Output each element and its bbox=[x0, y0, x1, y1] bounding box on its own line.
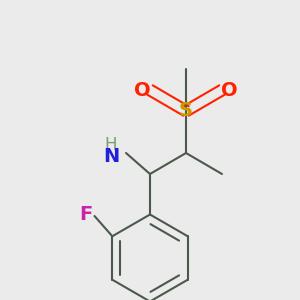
Text: F: F bbox=[79, 205, 92, 224]
Text: H: H bbox=[105, 136, 117, 154]
Text: N: N bbox=[103, 146, 119, 166]
Text: O: O bbox=[221, 80, 238, 100]
Text: O: O bbox=[134, 80, 151, 100]
Text: S: S bbox=[179, 101, 193, 121]
